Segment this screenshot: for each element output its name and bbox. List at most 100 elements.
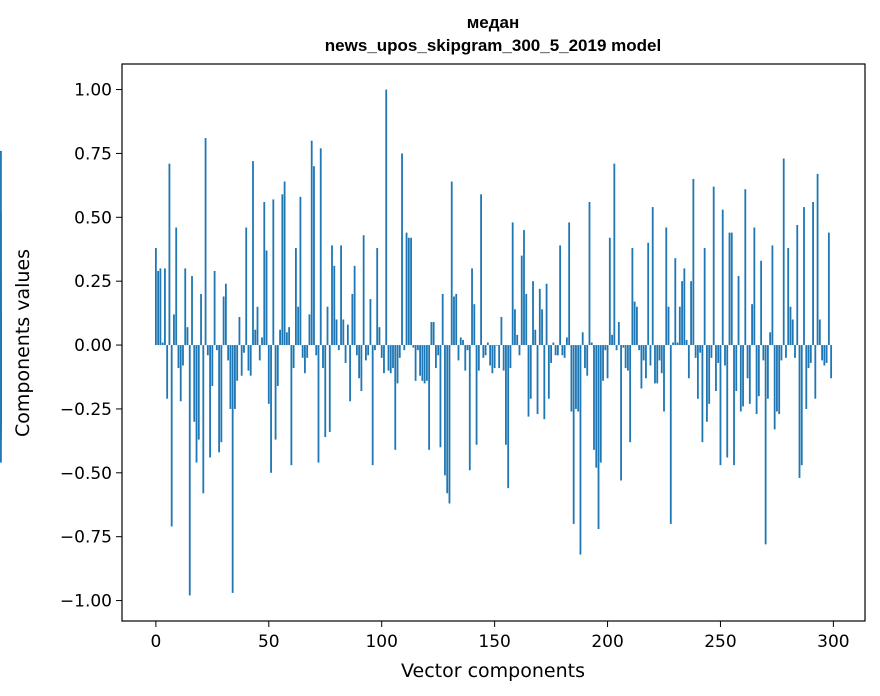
- bar: [672, 342, 674, 346]
- bar: [816, 173, 819, 346]
- bar: [274, 345, 277, 440]
- bar: [276, 345, 279, 386]
- y-tick-label: 0.00: [74, 336, 112, 356]
- bar: [444, 345, 446, 476]
- bar: [762, 345, 765, 361]
- bar: [394, 345, 397, 450]
- bar: [690, 281, 693, 346]
- bar: [446, 345, 449, 494]
- bar: [313, 166, 315, 346]
- bar: [245, 227, 248, 346]
- bar: [685, 339, 688, 346]
- bar: [624, 345, 627, 369]
- bar: [782, 158, 785, 346]
- y-axis-title: Components values: [12, 249, 34, 437]
- bar: [794, 345, 796, 358]
- bar: [310, 140, 313, 346]
- bar: [385, 89, 388, 346]
- bar: [441, 293, 444, 346]
- bar: [335, 319, 338, 346]
- bar: [202, 345, 205, 494]
- bar: [502, 345, 505, 371]
- bar: [509, 345, 512, 369]
- bar: [333, 265, 336, 346]
- bar: [486, 342, 489, 346]
- bar: [195, 345, 198, 463]
- bar: [645, 345, 647, 379]
- bar: [538, 288, 541, 346]
- bar: [236, 345, 239, 381]
- bar: [751, 304, 753, 346]
- bar: [803, 207, 805, 346]
- bar: [423, 345, 426, 384]
- bar: [261, 337, 263, 346]
- bar: [599, 345, 602, 463]
- bar: [285, 332, 288, 346]
- bar: [733, 345, 735, 466]
- bar: [534, 329, 537, 346]
- x-tick-label: 50: [258, 632, 280, 652]
- bar: [706, 345, 708, 422]
- bar: [529, 345, 532, 399]
- bar: [362, 235, 365, 346]
- bar: [511, 222, 514, 346]
- bar: [586, 345, 589, 376]
- bar: [173, 314, 175, 346]
- bar: [545, 283, 548, 346]
- bar: [719, 345, 722, 466]
- bar: [407, 237, 410, 346]
- bar: [651, 207, 654, 346]
- bar: [613, 163, 616, 346]
- bar: [778, 345, 781, 415]
- bar: [620, 345, 622, 481]
- bar: [371, 345, 374, 466]
- bar: [421, 345, 424, 381]
- bar: [439, 345, 442, 448]
- bar: [367, 345, 370, 356]
- bar: [215, 345, 218, 351]
- x-axis-title: Vector components: [401, 660, 585, 682]
- bar: [324, 345, 327, 438]
- bar: [401, 153, 403, 346]
- bar: [480, 194, 482, 346]
- bar: [642, 345, 645, 361]
- bar: [649, 345, 652, 366]
- bar: [258, 345, 261, 361]
- bar: [809, 345, 812, 363]
- bar: [640, 345, 643, 389]
- bar: [410, 237, 412, 346]
- x-tick-label: 100: [365, 632, 397, 652]
- bar: [626, 345, 629, 371]
- bar: [812, 201, 814, 346]
- bar: [676, 342, 679, 346]
- bar: [425, 345, 428, 381]
- bar: [238, 316, 241, 346]
- bar: [430, 322, 433, 346]
- bar: [746, 345, 749, 379]
- bar: [414, 345, 417, 381]
- bar: [791, 319, 794, 346]
- bar: [450, 181, 453, 346]
- bar: [380, 345, 383, 358]
- bar: [633, 301, 636, 346]
- bar: [304, 345, 306, 374]
- bar: [495, 345, 498, 346]
- bar: [473, 304, 476, 346]
- bar: [288, 327, 291, 346]
- bar: [270, 345, 272, 473]
- bar: [466, 345, 469, 351]
- bar: [428, 345, 431, 450]
- bar: [344, 345, 347, 363]
- bar: [737, 276, 740, 346]
- bar: [744, 189, 747, 346]
- bar: [319, 148, 322, 346]
- bar: [568, 222, 571, 346]
- x-tick-label: 250: [704, 632, 736, 652]
- bar: [773, 345, 776, 430]
- bar: [448, 345, 451, 504]
- bar: [800, 345, 803, 466]
- bar: [459, 337, 462, 346]
- bar: [301, 345, 304, 358]
- bars-group: [0, 89, 833, 596]
- bar: [297, 306, 300, 346]
